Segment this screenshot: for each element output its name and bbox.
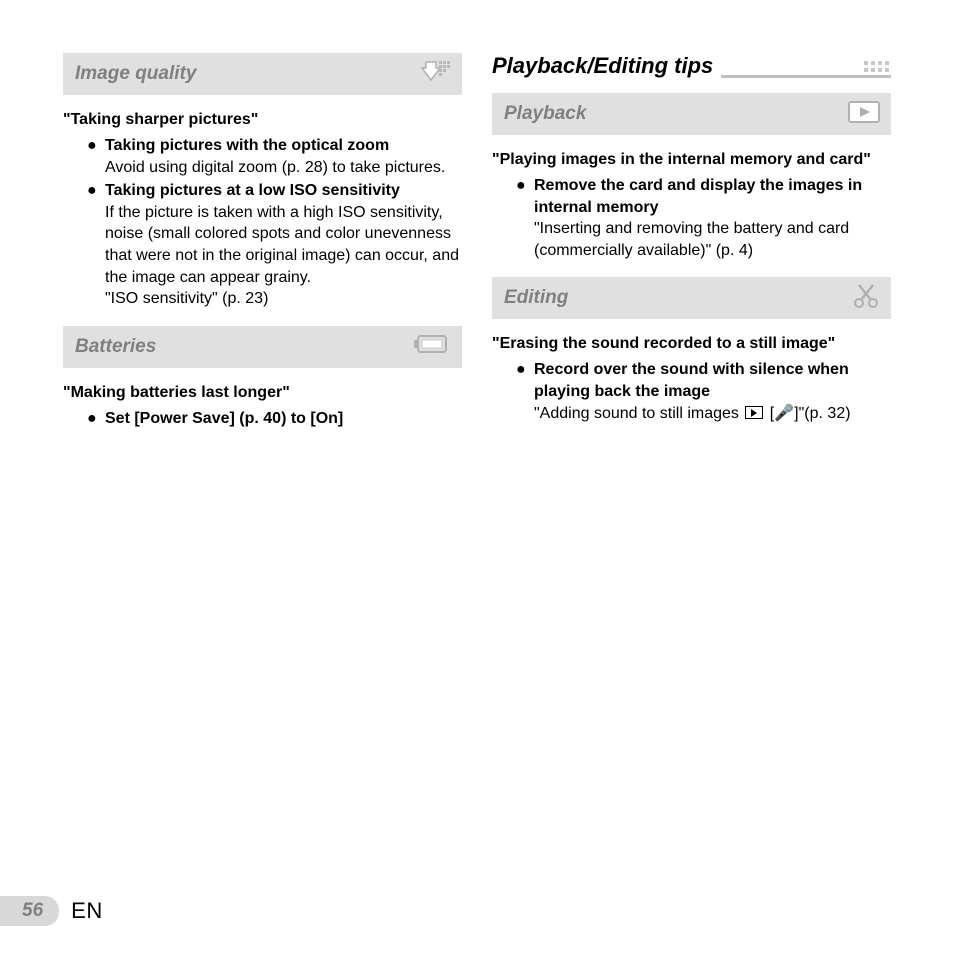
scissors-icon [851,282,881,315]
right-column: Playback/Editing tips Playback "Playing … [492,53,891,954]
section-title: Image quality [75,63,196,85]
page-number-tab: 56 [0,896,59,926]
topic-erasing-sound: "Erasing the sound recorded to a still i… [492,335,891,353]
bullet-icon: ● [516,359,526,381]
section-header-batteries: Batteries [63,326,462,368]
section-title: Batteries [75,336,156,358]
bullet-icon: ● [87,135,97,157]
bullet-heading: Record over the sound with silence when … [534,361,849,400]
bullet-body: If the picture is taken with a high ISO … [105,202,462,288]
language-label: EN [71,898,103,924]
bullet-heading: Taking pictures at a low ISO sensitivity [105,182,400,199]
bullet-heading: Taking pictures with the optical zoom [105,137,389,154]
bullet-heading: Set [Power Save] (p. 40) to [On] [105,410,343,427]
list-item: ● Taking pictures at a low ISO sensitivi… [105,180,462,310]
list-item: ● Set [Power Save] (p. 40) to [On] [105,408,462,430]
body-pre: "Adding sound to still images [534,405,743,422]
bullet-icon: ● [516,175,526,197]
bullet-body: "Adding sound to still images [🎤]"(p. 32… [534,403,891,425]
section-header-editing: Editing [492,277,891,319]
bullet-list: ● Taking pictures with the optical zoom … [63,135,462,310]
body-mid: [🎤]"(p. 32) [765,405,850,422]
battery-icon [412,332,452,361]
play-inline-icon [745,406,763,419]
main-heading-row: Playback/Editing tips [492,53,891,79]
topic-sharper-pictures: "Taking sharper pictures" [63,111,462,129]
list-item: ● Remove the card and display the images… [534,175,891,261]
section-title: Playback [504,103,586,125]
bullet-body-ref: "ISO sensitivity" (p. 23) [105,288,462,310]
section-header-image-quality: Image quality [63,53,462,95]
list-item: ● Record over the sound with silence whe… [534,359,891,424]
bullet-body: "Inserting and removing the battery and … [534,218,891,261]
bullet-body: Avoid using digital zoom (p. 28) to take… [105,157,462,179]
topic-batteries-longer: "Making batteries last longer" [63,384,462,402]
left-column: Image quality "Taking sharper pictures" … [63,53,462,954]
topic-playing-images: "Playing images in the internal memory a… [492,151,891,169]
section-header-playback: Playback [492,93,891,135]
playback-icon [847,99,881,130]
bullet-list: ● Record over the sound with silence whe… [492,359,891,424]
bullet-list: ● Remove the card and display the images… [492,175,891,261]
bullet-heading: Remove the card and display the images i… [534,177,862,216]
heading-rule [721,67,891,75]
page-footer: 56 EN [0,896,103,926]
bullet-icon: ● [87,180,97,202]
section-title: Editing [504,287,568,309]
bullet-list: ● Set [Power Save] (p. 40) to [On] [63,408,462,430]
list-item: ● Taking pictures with the optical zoom … [105,135,462,178]
manual-page: Image quality "Taking sharper pictures" … [0,0,954,954]
main-heading: Playback/Editing tips [492,53,721,79]
bullet-icon: ● [87,408,97,430]
image-quality-icon [418,58,452,91]
